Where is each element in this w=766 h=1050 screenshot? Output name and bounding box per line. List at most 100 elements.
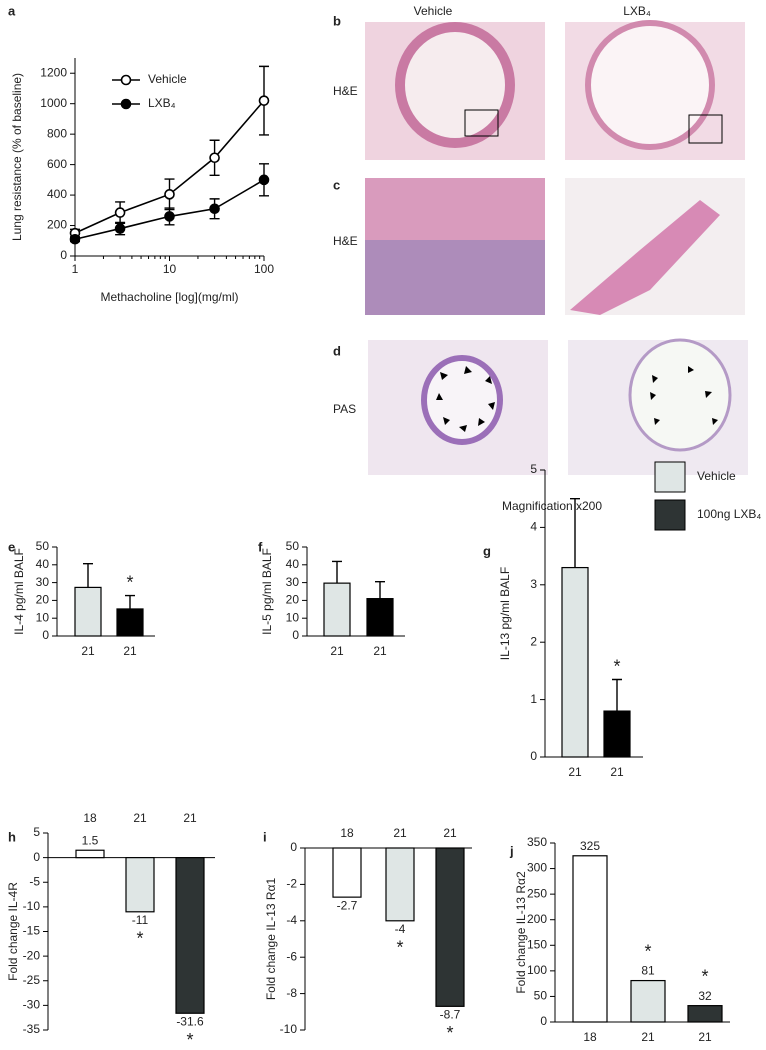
- y-tick-label: 3: [530, 577, 537, 591]
- y-tick-label: 0: [60, 248, 67, 262]
- stain-label: PAS: [333, 402, 356, 416]
- y-tick-label: 350: [527, 835, 547, 849]
- value-label: 32: [698, 989, 712, 1003]
- airway: [585, 20, 715, 150]
- y-tick-label: 5: [530, 462, 537, 476]
- x-tick-label: 21: [373, 644, 387, 658]
- y-axis-label: Fold change IL-13 Rα2: [514, 871, 528, 994]
- marker: [164, 211, 175, 222]
- error-bar: [83, 563, 93, 588]
- legend-label: 100ng LXB₄: [697, 507, 761, 521]
- panel-letter: d: [333, 343, 341, 358]
- y-tick-label: -4: [286, 913, 297, 927]
- stain-label: H&E: [333, 234, 358, 248]
- significance: *: [126, 572, 133, 592]
- legend-marker: [120, 98, 132, 110]
- value-label: 1.5: [82, 833, 99, 847]
- significance: *: [613, 656, 620, 676]
- panel-letter: j: [509, 843, 514, 858]
- y-tick-label: 30: [36, 575, 50, 589]
- significance: *: [186, 1030, 193, 1050]
- bar: [561, 566, 589, 758]
- legend-label: Vehicle: [697, 469, 736, 483]
- x-axis-label: Methacholine [log](mg/ml): [100, 290, 238, 304]
- y-tick-label: 20: [286, 593, 300, 607]
- value-label: -2.7: [337, 898, 358, 912]
- y-tick-label: 40: [286, 557, 300, 571]
- error-bar: [375, 581, 385, 599]
- value-label: -11: [132, 913, 149, 927]
- marker: [258, 174, 270, 186]
- x-tick-label: 21: [443, 826, 457, 840]
- y-tick-label: 200: [47, 218, 67, 232]
- y-tick-label: 250: [527, 886, 547, 900]
- y-tick-label: -2: [286, 877, 297, 891]
- airway: [395, 22, 515, 148]
- value-label: 81: [641, 964, 655, 978]
- bar: [323, 582, 351, 637]
- bar: [603, 710, 631, 758]
- marker: [69, 233, 81, 245]
- legend-label: LXB₄: [148, 96, 176, 110]
- marker: [164, 189, 175, 200]
- y-axis-label: IL-13 pg/ml BALF: [498, 567, 512, 660]
- panel-letter: e: [8, 539, 15, 554]
- column-header: Vehicle: [414, 4, 453, 18]
- y-tick-label: 0: [292, 628, 299, 642]
- x-tick-label: 18: [340, 826, 354, 840]
- significance: *: [136, 929, 143, 949]
- y-tick-label: -6: [286, 949, 297, 963]
- y-tick-label: 40: [36, 557, 50, 571]
- tissue: [570, 200, 720, 315]
- error-bar: [612, 678, 622, 712]
- bar: [435, 847, 465, 1007]
- x-tick-label: 21: [183, 811, 197, 825]
- y-tick-label: -35: [23, 1022, 41, 1036]
- legend-label: Vehicle: [148, 72, 187, 86]
- x-tick-label: 21: [123, 644, 137, 658]
- marker: [114, 223, 126, 234]
- stain-label: H&E: [333, 84, 358, 98]
- y-tick-label: 1: [530, 692, 537, 706]
- y-tick-label: 1200: [40, 65, 67, 79]
- value-label: -31.6: [176, 1014, 204, 1028]
- significance: *: [446, 1023, 453, 1043]
- y-tick-label: 50: [534, 989, 548, 1003]
- y-tick-label: 50: [286, 539, 300, 553]
- x-tick-label: 21: [133, 811, 147, 825]
- value-label: 325: [580, 839, 600, 853]
- bar: [116, 608, 144, 637]
- y-axis-label: Fold change IL-13 Rα1: [264, 878, 278, 1001]
- x-tick-label: 18: [83, 811, 97, 825]
- column-header: LXB₄: [623, 4, 651, 18]
- y-tick-label: 200: [527, 912, 547, 926]
- y-tick-label: 5: [33, 825, 40, 839]
- x-tick-label: 21: [330, 644, 344, 658]
- bar: [125, 857, 155, 913]
- error-bar: [125, 594, 135, 609]
- bar: [572, 855, 608, 1023]
- bar: [687, 1005, 723, 1023]
- y-tick-label: -15: [23, 924, 41, 938]
- y-tick-label: 800: [47, 126, 67, 140]
- y-tick-label: 0: [42, 628, 49, 642]
- y-tick-label: -8: [286, 986, 297, 1000]
- y-tick-label: 300: [527, 861, 547, 875]
- marker: [258, 95, 270, 106]
- x-tick-label: 18: [583, 1030, 597, 1044]
- panel-letter: g: [483, 543, 491, 558]
- y-tick-label: 2: [530, 634, 537, 648]
- significance: *: [701, 966, 708, 986]
- x-tick-label: 10: [163, 262, 177, 276]
- marker: [209, 203, 220, 215]
- bar: [366, 598, 394, 637]
- significance: *: [644, 941, 651, 961]
- bar: [332, 847, 362, 898]
- y-tick-label: 0: [530, 749, 537, 763]
- y-tick-label: 10: [36, 610, 50, 624]
- x-tick-label: 21: [641, 1030, 655, 1044]
- y-tick-label: 4: [530, 520, 537, 534]
- bar: [74, 586, 102, 637]
- y-tick-label: 0: [540, 1014, 547, 1028]
